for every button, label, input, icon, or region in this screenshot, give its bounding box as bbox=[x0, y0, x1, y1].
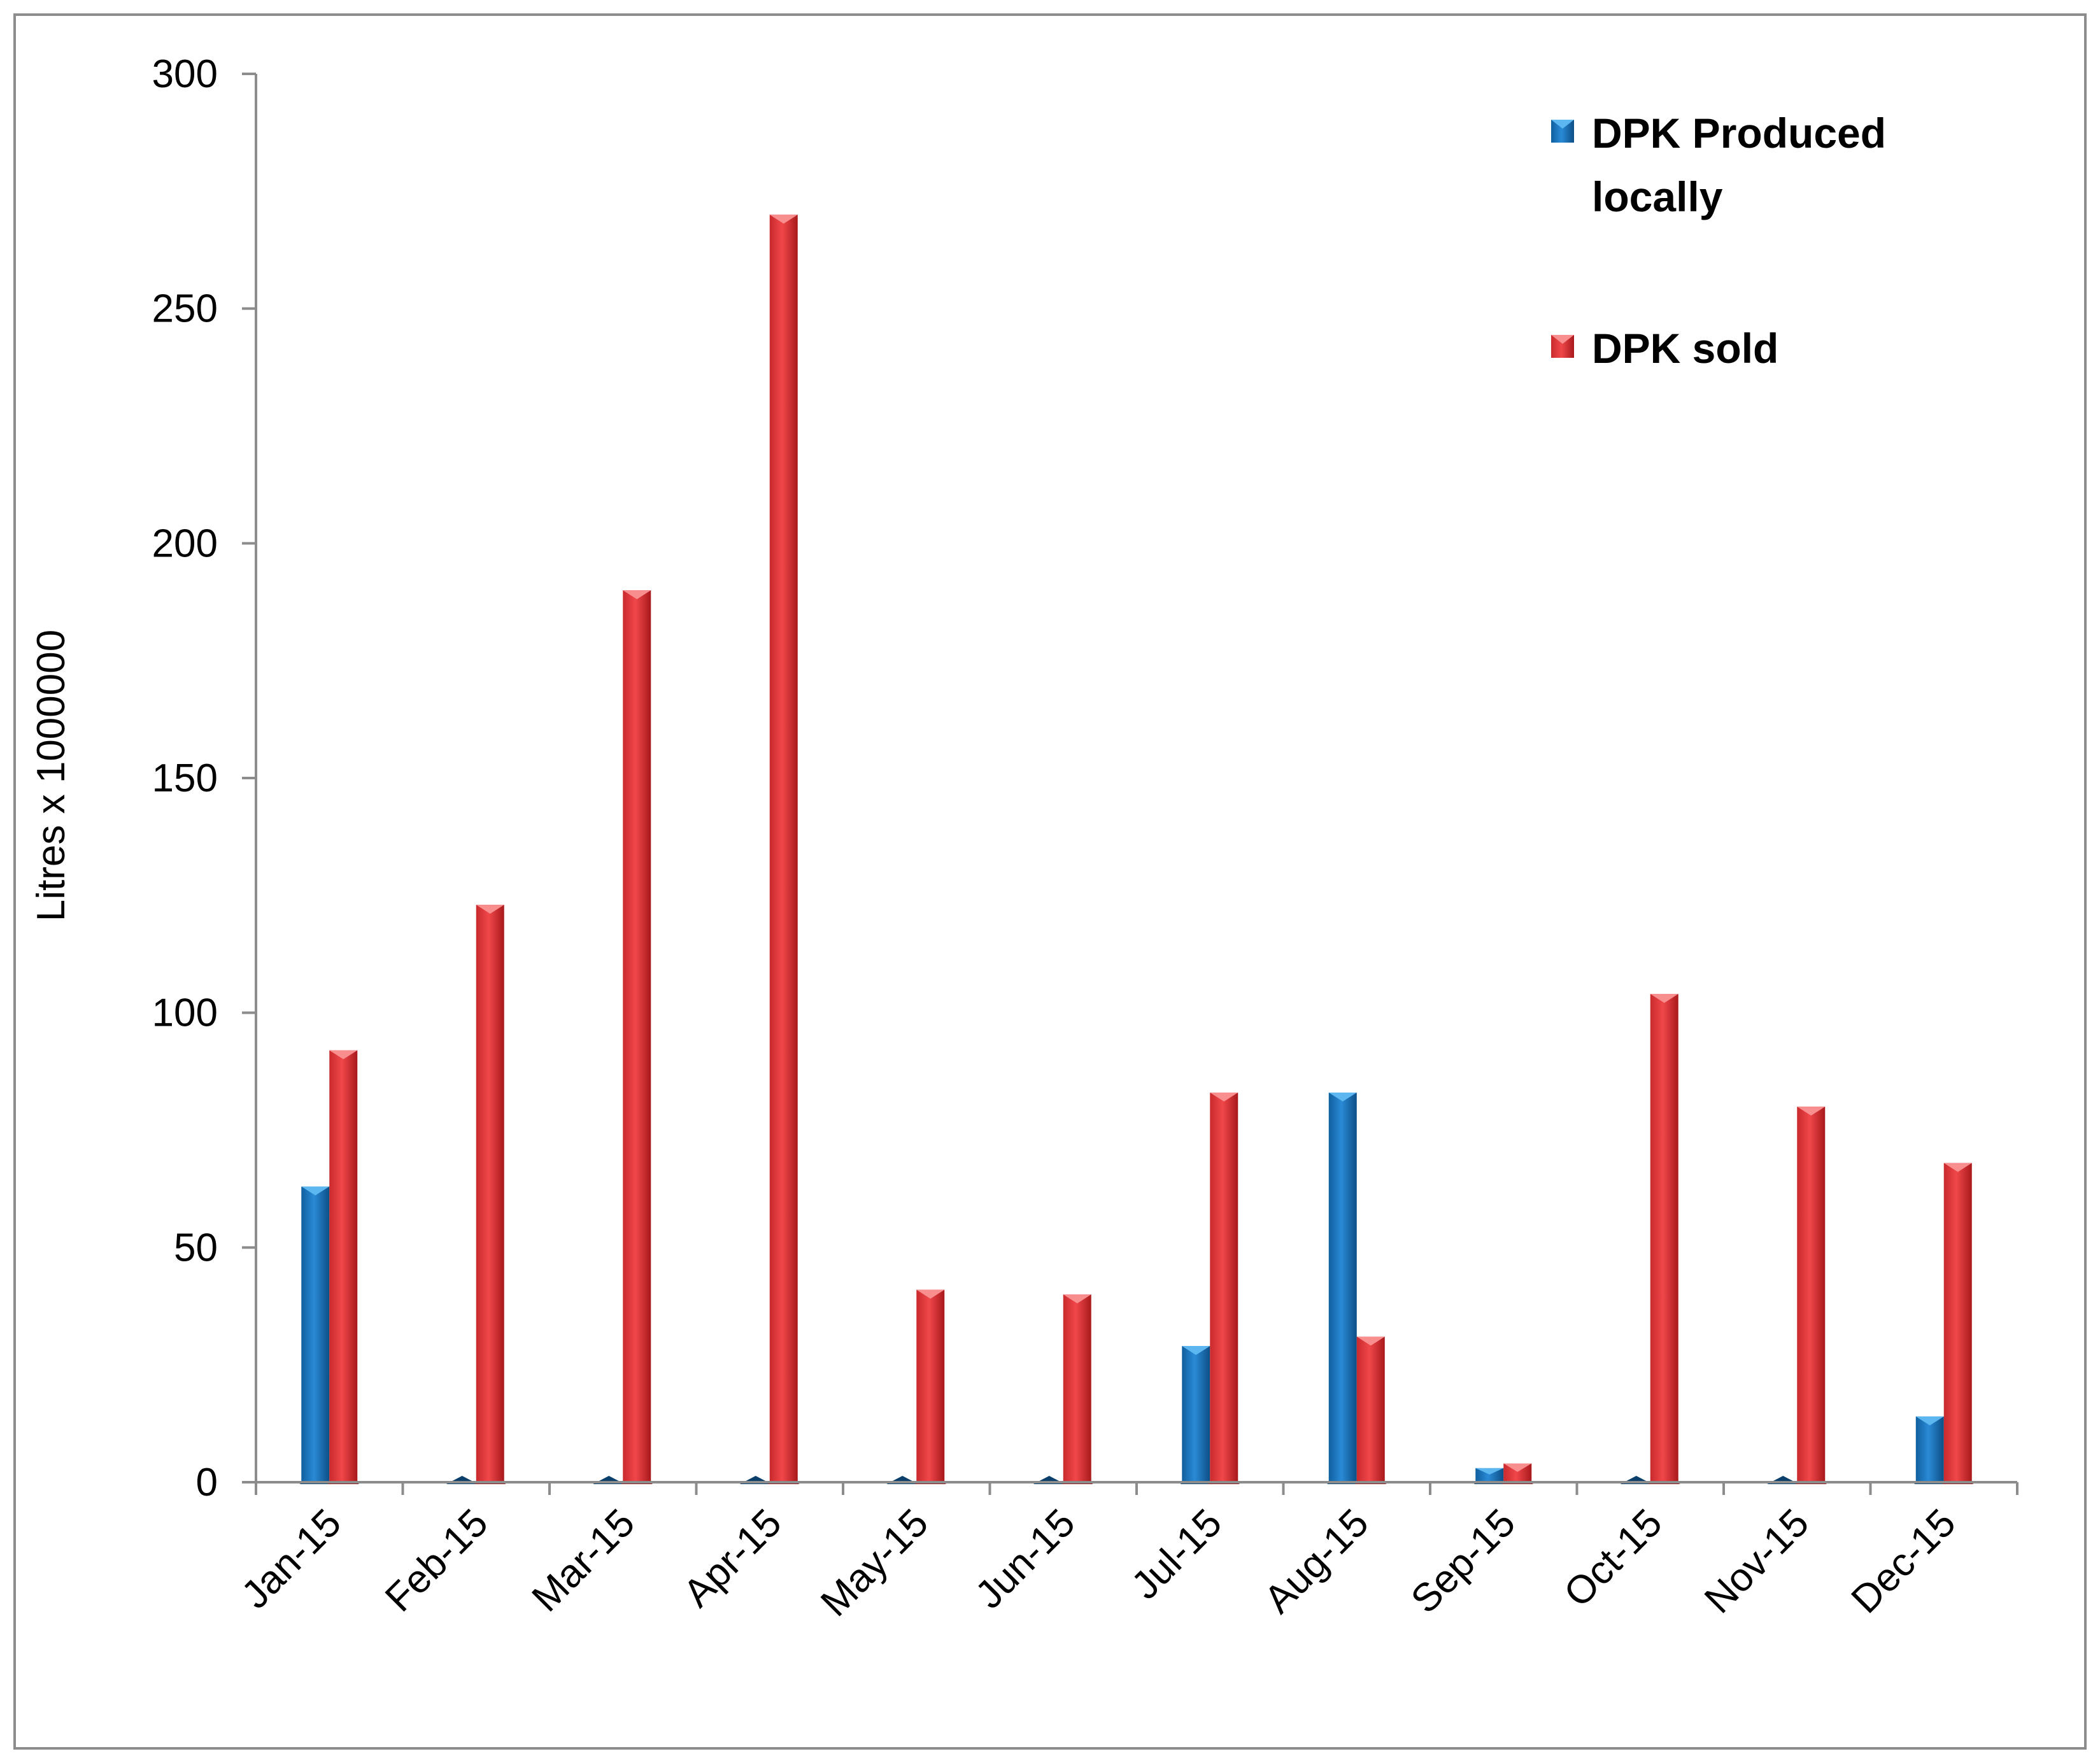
bar-cap bbox=[769, 215, 798, 224]
bar-body bbox=[1650, 994, 1678, 1482]
x-tick-label: Dec-15 bbox=[1843, 1501, 1964, 1622]
bar-cap bbox=[1182, 1346, 1210, 1356]
x-tick-label: Aug-15 bbox=[1256, 1501, 1377, 1622]
bar-cap bbox=[301, 1186, 330, 1196]
y-tick-label: 300 bbox=[152, 52, 218, 96]
bar-cap bbox=[1210, 1093, 1238, 1102]
bar-sold-apr-15 bbox=[767, 215, 800, 1484]
y-axis: 0 50 100 150 200 250 300 bbox=[152, 52, 257, 1505]
bar-cap bbox=[1475, 1468, 1504, 1475]
bar-body bbox=[1797, 1107, 1826, 1482]
bar-cap bbox=[329, 1050, 358, 1059]
bar-sold-feb-15 bbox=[474, 905, 506, 1484]
legend-item-produced: DPK Produced locally bbox=[1551, 110, 1886, 220]
bar-body bbox=[1475, 1468, 1504, 1482]
bar-sold-jul-15 bbox=[1208, 1093, 1240, 1484]
bar-body bbox=[301, 1186, 330, 1482]
x-tick-label: Oct-15 bbox=[1556, 1501, 1670, 1615]
bar-cap bbox=[1328, 1093, 1357, 1102]
legend-swatch-cap bbox=[1551, 120, 1574, 129]
bar-body bbox=[623, 590, 651, 1482]
bar-sold-mar-15 bbox=[621, 590, 653, 1484]
x-tick-label: Jun-15 bbox=[967, 1501, 1084, 1617]
bar-cap bbox=[476, 905, 504, 914]
legend-label: DPK Produced bbox=[1592, 110, 1886, 157]
y-tick-label: 100 bbox=[152, 991, 218, 1035]
bar-body bbox=[1063, 1294, 1091, 1482]
y-tick-label: 150 bbox=[152, 756, 218, 800]
bar-body bbox=[1356, 1336, 1385, 1482]
bar-sold-oct-15 bbox=[1648, 994, 1680, 1484]
bar-body bbox=[329, 1050, 358, 1482]
bar-body bbox=[769, 215, 798, 1483]
legend-item-sold: DPK sold bbox=[1551, 325, 1778, 372]
legend-label: locally bbox=[1592, 173, 1723, 220]
x-tick-label: May-15 bbox=[812, 1501, 937, 1625]
bar-body bbox=[476, 905, 504, 1482]
y-tick-label: 200 bbox=[152, 521, 218, 565]
bar-sold-nov-15 bbox=[1795, 1107, 1827, 1484]
bar-sold-jun-15 bbox=[1061, 1294, 1093, 1484]
y-axis-title: Litres x 1000000 bbox=[29, 630, 73, 921]
bar-body bbox=[1943, 1163, 1972, 1482]
bar-cap bbox=[1063, 1294, 1091, 1304]
bar-produced-dec-15 bbox=[1913, 1416, 1946, 1484]
bar-cap bbox=[1503, 1463, 1532, 1472]
bar-cap bbox=[916, 1289, 945, 1299]
bar-cap bbox=[1650, 994, 1678, 1003]
bar-cap bbox=[1915, 1416, 1944, 1426]
x-axis: Jan-15 Feb-15 Mar-15 Apr-15 May-15 Jun-15 Jul-… bbox=[233, 1481, 2018, 1625]
bars bbox=[299, 215, 1974, 1484]
bar-body bbox=[1915, 1416, 1944, 1482]
bar-body bbox=[1182, 1346, 1210, 1482]
x-tick-label: Jan-15 bbox=[233, 1501, 350, 1617]
bar-sold-aug-15 bbox=[1354, 1336, 1387, 1484]
bar-cap bbox=[1797, 1107, 1826, 1116]
bar-body bbox=[1210, 1093, 1238, 1482]
x-tick-label: Nov-15 bbox=[1696, 1501, 1817, 1622]
y-tick-label: 0 bbox=[196, 1461, 218, 1505]
x-tick-label: Apr-15 bbox=[675, 1501, 790, 1615]
bar-cap bbox=[1356, 1336, 1385, 1346]
legend-label: DPK sold bbox=[1592, 325, 1778, 372]
chart-frame bbox=[13, 13, 2087, 1750]
bar-body bbox=[916, 1289, 945, 1482]
bar-produced-jan-15 bbox=[299, 1186, 332, 1484]
bar-sold-dec-15 bbox=[1941, 1163, 1974, 1484]
x-tick-label: Jul-15 bbox=[1123, 1501, 1230, 1608]
y-tick-label: 50 bbox=[174, 1226, 218, 1270]
bar-sold-may-15 bbox=[914, 1289, 947, 1484]
bar-produced-aug-15 bbox=[1326, 1093, 1359, 1484]
y-tick-label: 250 bbox=[152, 287, 218, 331]
x-tick-label: Mar-15 bbox=[523, 1501, 643, 1620]
legend: DPK Produced locally DPK sold bbox=[1551, 110, 1886, 372]
x-tick-label: Sep-15 bbox=[1403, 1501, 1524, 1622]
bar-sold-jan-15 bbox=[327, 1050, 360, 1484]
legend-swatch-cap bbox=[1551, 335, 1574, 344]
bar-body bbox=[1328, 1093, 1357, 1482]
bar-cap bbox=[623, 590, 651, 600]
bar-cap bbox=[1943, 1163, 1972, 1172]
x-tick-label: Feb-15 bbox=[377, 1501, 497, 1620]
bar-produced-jul-15 bbox=[1180, 1346, 1212, 1484]
